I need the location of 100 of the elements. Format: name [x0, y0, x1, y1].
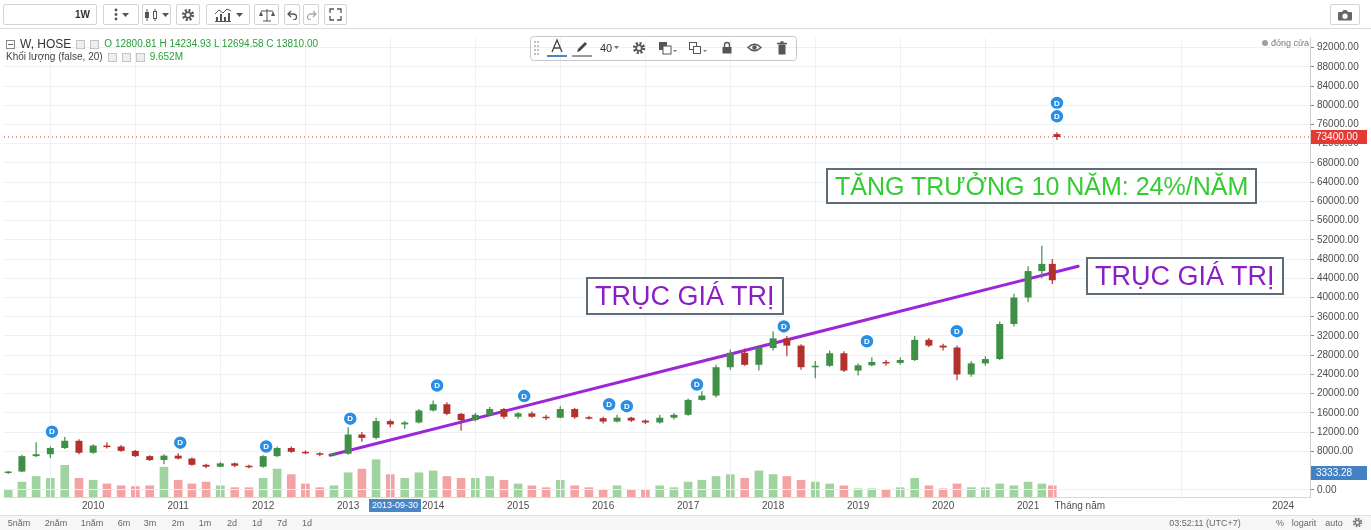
- candlestick: [32, 441, 40, 458]
- annotation: TRỤC GIÁ TRỊ: [586, 277, 784, 316]
- y-tick-label: 28000.00: [1317, 348, 1360, 360]
- bar: [485, 476, 495, 497]
- bar: [570, 485, 580, 497]
- candlestick: [457, 412, 465, 432]
- bar: [400, 478, 410, 497]
- candlestick: [1053, 131, 1061, 141]
- x-tick-label: Tháng năm: [1054, 499, 1106, 511]
- y-tick-label: 88000.00: [1317, 60, 1360, 72]
- text: 03:52:11 (UTC+7): [1169, 518, 1241, 528]
- y-tick-label: 56000.00: [1317, 214, 1360, 226]
- symbol-field: 1W: [3, 4, 97, 25]
- y-tick-label: 80000.00: [1317, 99, 1360, 111]
- x-tick-label: 2012: [252, 499, 275, 511]
- annotation: D: [694, 380, 701, 390]
- annotation: D: [1054, 98, 1061, 108]
- annotation: D: [606, 399, 613, 409]
- chart-title: W, HOSE: [20, 37, 72, 51]
- y-tick-label: 92000.00: [1317, 41, 1360, 53]
- text: auto: [1325, 518, 1343, 528]
- x-tick-label: 2019: [846, 499, 870, 511]
- annotation: D: [521, 391, 528, 401]
- text: 2d: [226, 518, 238, 528]
- text: 5năm: [7, 518, 31, 528]
- y-tick-label: 76000.00: [1317, 118, 1360, 130]
- y-tick-label: 60000.00: [1317, 195, 1360, 207]
- y-tick-label: 68000.00: [1317, 156, 1360, 168]
- text: 1d: [301, 518, 313, 528]
- candlestick: [726, 348, 734, 371]
- text: 1năm: [80, 518, 104, 528]
- text: 3333.28: [1311, 466, 1367, 480]
- text: 1d: [251, 518, 263, 528]
- text: 6m: [117, 518, 131, 528]
- candlestick: [911, 335, 919, 362]
- bar: [995, 483, 1005, 497]
- y-tick-label: 36000.00: [1317, 310, 1360, 322]
- x-tick-label: 2017: [676, 499, 700, 511]
- annotation: TĂNG TRƯỞNG 10 NĂM: 24%/NĂM: [826, 168, 1258, 205]
- y-tick-label: 0.00: [1317, 483, 1337, 495]
- y-tick-label: 12000.00: [1317, 425, 1360, 437]
- bar: [371, 459, 381, 497]
- candlestick: [797, 343, 805, 371]
- bar: [286, 474, 296, 497]
- candlestick: [840, 350, 848, 373]
- x-tick-label: 2015: [507, 499, 530, 511]
- x-tick-label: 2010: [82, 499, 105, 511]
- candlestick: [698, 390, 706, 402]
- candlestick: [939, 343, 947, 352]
- bar: [626, 489, 636, 497]
- x-tick-label: 2011: [167, 499, 190, 511]
- bar: [230, 487, 240, 497]
- candlestick: [769, 330, 777, 352]
- y-tick-label: 32000.00: [1317, 329, 1360, 341]
- candlestick: [755, 345, 763, 372]
- x-tick-label: 2014: [422, 499, 445, 511]
- y-tick-label: 20000.00: [1317, 387, 1360, 399]
- y-tick-label: 16000.00: [1317, 406, 1360, 418]
- text: 2013-09-30: [369, 499, 422, 512]
- annotation: 9.652M: [149, 51, 183, 63]
- annotation: D: [780, 322, 787, 332]
- annotation: D: [1054, 112, 1061, 122]
- bar: [343, 472, 353, 497]
- annotation: D: [953, 326, 960, 336]
- bar: [4, 489, 13, 497]
- bar: [1037, 483, 1047, 497]
- bar: [414, 472, 424, 497]
- x-tick-label: 2018: [761, 499, 785, 511]
- text: 3m: [143, 518, 157, 528]
- bar: [60, 464, 70, 497]
- text: %: [1275, 518, 1285, 528]
- y-tick-label: 52000.00: [1317, 233, 1360, 245]
- annotation: D: [434, 381, 441, 391]
- bar: [825, 483, 835, 497]
- annotation: 40: [600, 41, 613, 54]
- text: logarit: [1291, 518, 1317, 528]
- x-tick-label: 2016: [592, 499, 615, 511]
- y-tick-label: 48000.00: [1317, 252, 1360, 264]
- y-tick-label: 44000.00: [1317, 272, 1360, 284]
- y-tick-label: 40000.00: [1317, 291, 1360, 303]
- text: 2m: [171, 518, 185, 528]
- candlestick: [1038, 245, 1046, 279]
- annotation: D: [623, 401, 630, 411]
- text: 1m: [198, 518, 212, 528]
- annotation: D: [177, 438, 184, 448]
- candlestick: [670, 412, 678, 421]
- x-tick-label: 2024: [1271, 499, 1295, 511]
- text: 2năm: [44, 518, 68, 528]
- bar: [315, 487, 325, 497]
- annotation: O 12800.81 H 14234.93 L 12694.58 C 13810.00: [104, 38, 319, 50]
- bar: [910, 478, 920, 497]
- bar: [145, 485, 155, 497]
- x-tick-label: 2013: [337, 499, 360, 511]
- candlestick: [372, 417, 380, 440]
- text: 7d: [276, 518, 288, 528]
- candlestick: [160, 453, 168, 465]
- ref-line-label: 73400.00: [1316, 131, 1359, 143]
- y-tick-label: 24000.00: [1317, 368, 1360, 380]
- bar: [740, 478, 750, 497]
- annotation: D: [263, 442, 270, 452]
